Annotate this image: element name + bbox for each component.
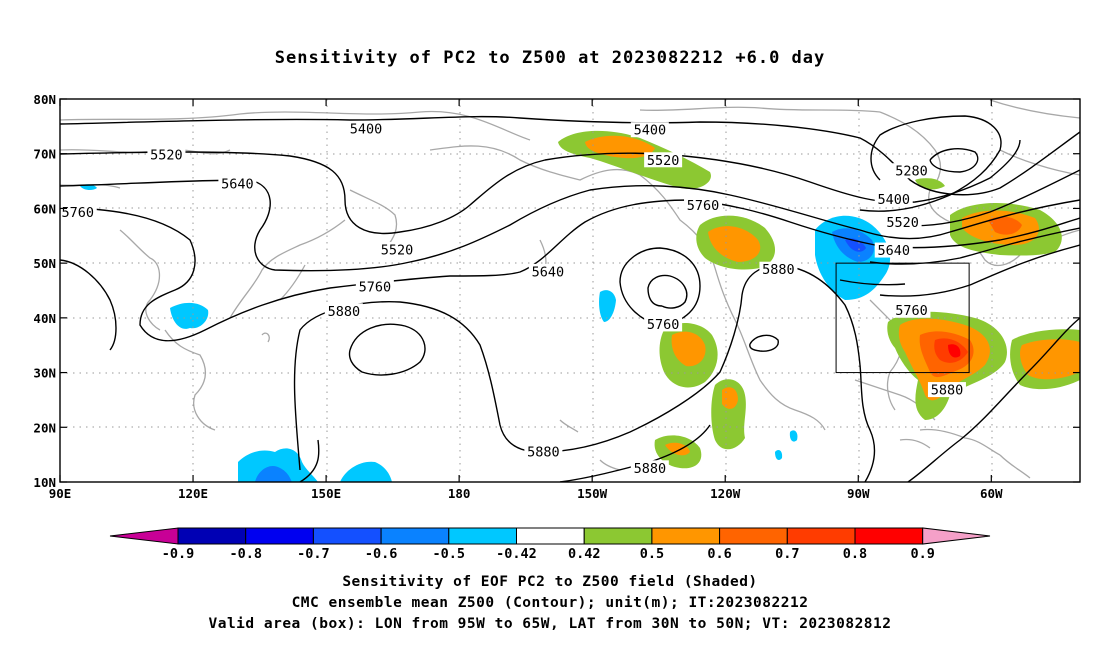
- lat-tick-label: 60N: [33, 201, 56, 216]
- contour-label: 5880: [931, 383, 964, 399]
- lon-tick-label: 150E: [311, 486, 341, 501]
- map-frame: [59, 98, 1081, 483]
- contour-labels: 5400 5400 5520 5520 5640 5760 5520 5760 5640 5760…: [58, 121, 966, 477]
- colorbar-swatch: [786, 527, 856, 545]
- contour-label-bg: [644, 316, 683, 332]
- colorbar-label: 0.9: [911, 546, 935, 562]
- contour-label-bg: [147, 146, 186, 162]
- contour-label: 5760: [61, 205, 94, 221]
- contour-label-bg: [892, 163, 931, 179]
- contour-label: 5280: [895, 164, 928, 180]
- lat-tick-label: 10N: [33, 475, 56, 490]
- axis-ticks: 90E 120E 150E 180 150W 120W 90W 60W 80N 70N 60N 50N…: [33, 92, 1080, 501]
- lon-tick-label: 120E: [178, 486, 208, 501]
- contour-label-bg: [528, 263, 567, 279]
- footer-line-valid-area: Valid area (box): LON from 95W to 65W, L…: [208, 616, 892, 632]
- lat-tick-label: 30N: [33, 366, 56, 381]
- contour-label: 5640: [221, 176, 254, 192]
- lon-tick-label: 120W: [710, 486, 741, 501]
- colorbar-label: 0.42: [568, 546, 601, 562]
- footer-line-shaded: Sensitivity of EOF PC2 to Z500 field (Sh…: [342, 574, 758, 590]
- colorbar-label: 0.5: [640, 546, 664, 562]
- contour-label: 5400: [877, 192, 910, 208]
- contour-label: 5880: [328, 304, 361, 320]
- contour-label-bg: [347, 121, 385, 137]
- contour-label: 5640: [877, 243, 910, 259]
- colorbar-swatch: [516, 527, 585, 545]
- contour-label-bg: [630, 460, 669, 476]
- contour-label-bg: [892, 302, 931, 318]
- map-background: [60, 99, 1080, 482]
- contour-label-bg: [883, 214, 922, 230]
- colorbar: -0.9 -0.8 -0.7 -0.6 -0.5 -0.42 0.42 0.5 0.6 0.7 0.…: [109, 527, 991, 562]
- lon-tick-label: 90W: [847, 486, 870, 501]
- contour-label-bg: [927, 382, 966, 398]
- contour-label-bg: [58, 204, 97, 220]
- colorbar-label: -0.42: [496, 546, 537, 562]
- colorbar-label: -0.9: [162, 546, 195, 562]
- lon-tick-label: 60W: [980, 486, 1003, 501]
- colorbar-label: 0.6: [707, 546, 731, 562]
- contour-label: 5520: [886, 215, 919, 231]
- contour-label: 5400: [350, 122, 383, 138]
- coastlines: [60, 99, 1080, 479]
- contour-label-bg: [218, 175, 257, 191]
- contour-label: 5880: [762, 262, 795, 278]
- contour-label: 5760: [647, 317, 680, 333]
- contour-label-bg: [644, 152, 683, 168]
- colorbar-swatch: [583, 527, 653, 545]
- footer: Sensitivity of EOF PC2 to Z500 field (Sh…: [0, 572, 1100, 635]
- colorbar-low-cap: [109, 527, 179, 545]
- colorbar-swatch: [312, 527, 382, 545]
- colorbar-swatch: [651, 527, 721, 545]
- contour-label: 5760: [895, 303, 928, 319]
- contour-label: 5760: [687, 198, 720, 214]
- valid-area-box: [835, 262, 970, 374]
- contour-label-bg: [378, 242, 417, 258]
- colorbar-label: 0.8: [843, 546, 867, 562]
- colorbar-swatch: [719, 527, 788, 545]
- contour-label: 5520: [150, 147, 183, 163]
- colorbar-label: -0.7: [297, 546, 330, 562]
- contour-label-bg: [759, 261, 798, 277]
- lat-tick-label: 70N: [33, 147, 56, 162]
- contour-label: 5880: [527, 444, 560, 460]
- contour-label-bg: [874, 191, 913, 207]
- colorbar-label: -0.5: [433, 546, 466, 562]
- lat-tick-label: 50N: [33, 256, 56, 271]
- contour-label-bg: [630, 122, 669, 138]
- lon-tick-label: 90E: [49, 486, 72, 501]
- contour-label: 5640: [532, 264, 565, 280]
- contour-label-bg: [524, 443, 563, 459]
- map-title: Sensitivity of PC2 to Z500 at 2023082212…: [274, 48, 826, 68]
- colorbar-label: -0.8: [229, 546, 262, 562]
- colorbar-swatch: [177, 527, 247, 545]
- colorbar-swatch: [380, 527, 450, 545]
- lon-tick-label: 150W: [577, 486, 608, 501]
- colorbar-label: 0.7: [775, 546, 799, 562]
- contour-label: 5520: [381, 243, 414, 259]
- contour-label-bg: [874, 242, 913, 258]
- lat-tick-label: 40N: [33, 311, 56, 326]
- contour-label: 5400: [634, 123, 667, 139]
- contour-label-bg: [355, 279, 394, 295]
- contour-label: 5760: [359, 280, 392, 296]
- footer-line-contour: CMC ensemble mean Z500 (Contour); unit(m…: [291, 595, 809, 611]
- colorbar-high-cap: [922, 527, 991, 545]
- lat-tick-label: 20N: [33, 420, 56, 435]
- contour-label-bg: [684, 197, 723, 213]
- colorbar-label: -0.6: [365, 546, 398, 562]
- contour-label: 5520: [647, 153, 680, 169]
- colorbar-swatch: [245, 527, 314, 545]
- contour-label: 5880: [634, 461, 667, 477]
- contour-label-bg: [324, 303, 363, 319]
- lat-tick-label: 80N: [33, 92, 56, 107]
- colorbar-swatch: [448, 527, 517, 545]
- colorbar-swatch: [854, 527, 924, 545]
- lon-tick-label: 180: [448, 486, 471, 501]
